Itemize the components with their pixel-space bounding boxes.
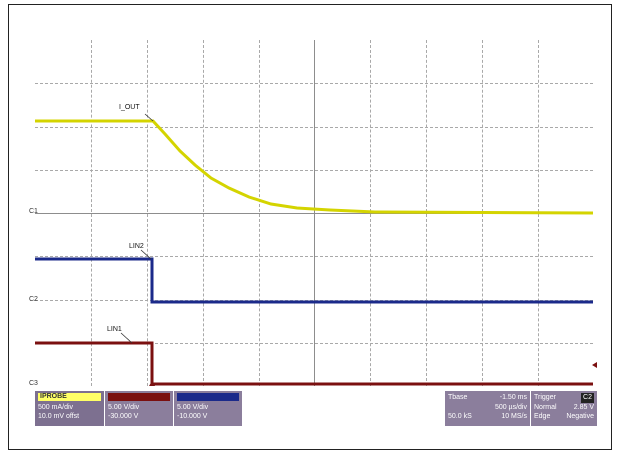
trigger-slope: Negative [566,413,594,420]
ch3-title [177,393,239,401]
red-trace-label: LIN1 [107,326,122,333]
waveforms [35,113,593,386]
ch1-readout[interactable]: IPROBE 500 mA/div 10.0 mV offst [35,391,104,426]
trigger-readout[interactable]: Trigger C2 Normal 2.85 V Edge Negative [531,391,597,426]
trigger-source-badge: C2 [581,393,594,403]
ch1-scale: 500 mA/div [38,404,74,411]
yellow-trace-label: I_OUT [119,104,140,111]
label-leader [140,249,152,260]
trigger-position-marker [149,381,155,386]
ch2-title [108,393,170,401]
yellow-trace [35,119,593,215]
ch1-offset: 10.0 mV offst [38,413,80,420]
trigger-mode: Normal [534,404,557,411]
ch3-readout[interactable]: 5.00 V/div -10.000 V [174,391,242,426]
readout-bar: IPROBE 500 mA/div 10.0 mV offst 5.00 V/d… [35,391,597,426]
ch3-scale: 5.00 V/div [177,404,209,411]
timebase-rate: 10 MS/s [501,413,527,420]
trigger-level: 2.85 V [573,404,594,411]
label-leader [144,113,154,122]
label-leader [120,332,133,344]
ch2-readout[interactable]: 5.00 V/div -30.000 V [105,391,173,426]
timebase-readout[interactable]: Tbase -1.50 ms 500 µs/div 50.0 kS 10 MS/s [445,391,530,426]
timebase-scale: 500 µs/div [494,404,527,411]
ch1-title: IPROBE [38,393,101,401]
ch2-offset: -30.000 V [108,413,139,420]
trigger-type: Edge [534,413,551,420]
trigger-level-marker [592,362,597,368]
waveform-display: I_OUT LIN2 LIN1 C1 C2 C3 [29,40,597,387]
timebase-samples: 50.0 kS [448,413,472,420]
blue-trace-label: LIN2 [129,243,144,250]
blue-trace [35,257,593,304]
channel-marker-c2: C2 [29,296,38,303]
ch2-scale: 5.00 V/div [108,404,140,411]
timebase-title: Tbase [448,394,468,401]
timebase-delay: -1.50 ms [499,394,527,401]
trigger-title: Trigger [534,394,556,401]
channel-marker-c3: C3 [29,380,38,387]
channel-marker-c1: C1 [29,208,38,215]
ch3-offset: -10.000 V [177,413,208,420]
center-axis-horizontal [35,213,593,214]
red-trace [35,341,593,386]
